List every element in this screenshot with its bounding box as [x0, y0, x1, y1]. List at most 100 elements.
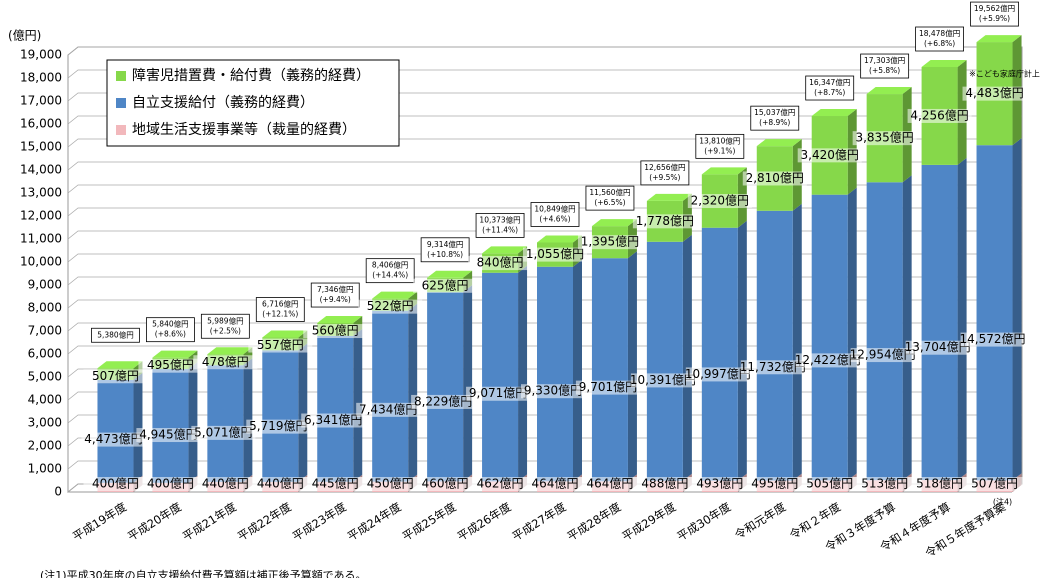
- label-bg: [356, 402, 421, 417]
- bar-top: [921, 60, 967, 68]
- bar-segment: [701, 227, 738, 481]
- value-label: 488億円: [641, 477, 688, 491]
- total-label: 6,716億円: [262, 299, 298, 309]
- total-change: (+4.6%): [539, 214, 570, 223]
- bar-side: [792, 203, 802, 481]
- bar-top: [152, 350, 198, 358]
- value-label: 4,473億円: [84, 432, 142, 446]
- label-bg: [907, 477, 972, 491]
- label-bg: [575, 380, 640, 395]
- total-box: [310, 282, 360, 308]
- label-bg: [962, 477, 1027, 491]
- label-bg: [138, 477, 203, 491]
- value-label: 507億円: [971, 477, 1018, 491]
- label-bg: [191, 425, 256, 440]
- bar-segment: [372, 310, 409, 482]
- label-bg: [303, 477, 368, 491]
- value-label: 10,391億円: [630, 373, 696, 387]
- y-tick-label: 14,000: [20, 163, 62, 177]
- bar-segment: [207, 365, 244, 482]
- value-label: 464億円: [586, 477, 633, 491]
- value-label: 493億円: [696, 477, 743, 491]
- total-label: 16,347億円: [809, 77, 850, 87]
- value-label: 513億円: [861, 477, 908, 491]
- value-label: 2,320億円: [691, 194, 749, 208]
- grid-line: [67, 92, 1022, 102]
- value-label: 400億円: [92, 477, 139, 491]
- label-bg: [466, 386, 531, 401]
- y-tick-label: 10,000: [20, 255, 62, 269]
- x-tick-label: 平成22年度: [235, 499, 294, 543]
- label-bg: [246, 419, 311, 434]
- label-bg: [577, 477, 642, 491]
- value-label: 1,055億円: [526, 247, 584, 261]
- total-box: [200, 313, 250, 339]
- label-bg: [852, 477, 917, 491]
- value-label: 11,732億円: [740, 360, 806, 374]
- total-box: [255, 297, 305, 322]
- y-tick-label: 9,000: [28, 278, 62, 292]
- bar-side: [298, 343, 308, 482]
- label-bg: [740, 360, 805, 375]
- bar-top: [866, 87, 912, 95]
- y-tick-label: 6,000: [28, 347, 62, 361]
- value-label: 5,071億円: [194, 425, 252, 439]
- total-box: [530, 202, 580, 227]
- value-label: 445億円: [312, 477, 359, 491]
- label-bg: [468, 477, 533, 491]
- total-box: [915, 26, 964, 52]
- value-label: 625億円: [422, 278, 469, 292]
- bar-segment: [97, 379, 134, 483]
- label-bg: [632, 477, 697, 491]
- total-box: [750, 105, 800, 131]
- label-bg: [193, 355, 258, 370]
- label-bg: [905, 340, 970, 355]
- bar-top: [427, 270, 473, 278]
- total-change: (+9.5%): [649, 173, 680, 182]
- label-bg: [413, 278, 478, 293]
- label-bg: [685, 367, 750, 382]
- legend-box: [106, 59, 400, 147]
- value-label: 4,483億円: [965, 86, 1023, 100]
- total-box: [365, 258, 415, 284]
- legend-label: 自立支援給付（義務的経費）: [132, 94, 314, 111]
- total-change: (+6.8%): [924, 39, 955, 48]
- bar-side: [847, 187, 857, 481]
- value-label: 14,572億円: [960, 332, 1026, 346]
- bar-top: [811, 109, 857, 117]
- total-label: 12,656億円: [644, 162, 685, 172]
- y-tick-label: 11,000: [20, 232, 62, 246]
- label-bg: [523, 247, 587, 262]
- total-change: (+8.7%): [814, 88, 845, 97]
- label-bg: [301, 413, 366, 428]
- label-bg: [358, 299, 423, 314]
- label-bg: [742, 477, 807, 491]
- bar-segment: [811, 194, 848, 481]
- y-tick-label: 13,000: [20, 186, 62, 200]
- total-label: 9,314億円: [427, 239, 463, 249]
- value-label: 10,997億円: [685, 367, 751, 381]
- total-label: 11,560億円: [589, 187, 630, 197]
- total-change: (+9.4%): [320, 295, 351, 304]
- label-bg: [81, 432, 146, 447]
- total-label: 10,373億円: [479, 214, 520, 224]
- total-box: [860, 53, 910, 79]
- bar-segment: [427, 292, 464, 482]
- value-label: 522億円: [367, 299, 414, 313]
- total-box: [146, 317, 195, 343]
- bar-side: [518, 265, 528, 482]
- total-label: 7,346億円: [317, 284, 353, 294]
- label-bg: [468, 256, 533, 271]
- bar-segment: [537, 266, 573, 482]
- bar-side: [463, 285, 473, 482]
- x-tick-label: 平成21年度: [180, 499, 239, 543]
- bar-side: [408, 303, 418, 482]
- y-tick-label: 18,000: [20, 71, 62, 85]
- legend-swatch: [116, 71, 126, 81]
- bar-segment: [921, 164, 958, 481]
- total-change: (+10.8%): [427, 250, 463, 259]
- value-label: 440億円: [257, 477, 304, 491]
- bar-segment: [152, 369, 189, 483]
- legend-swatch: [116, 125, 126, 135]
- label-bg: [962, 86, 1027, 101]
